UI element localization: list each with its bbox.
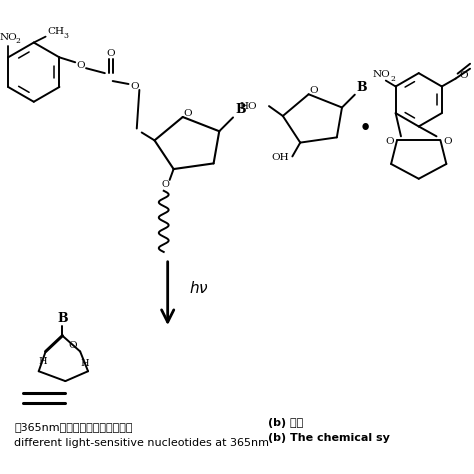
- Text: 2: 2: [390, 74, 395, 82]
- Text: O: O: [77, 61, 85, 70]
- Text: O: O: [309, 86, 318, 95]
- Text: B: B: [57, 312, 68, 326]
- Text: O: O: [130, 82, 139, 91]
- Text: 2: 2: [16, 36, 20, 45]
- Text: $h\nu$: $h\nu$: [190, 281, 209, 297]
- Text: B: B: [356, 81, 367, 94]
- Text: different light-sensitive nucleotides at 365nm: different light-sensitive nucleotides at…: [14, 438, 269, 448]
- Text: O: O: [162, 180, 170, 189]
- Text: 在365nm光照下发生的光化学反应: 在365nm光照下发生的光化学反应: [14, 422, 133, 432]
- Text: O: O: [386, 137, 394, 146]
- Text: O: O: [107, 49, 115, 58]
- Text: NO: NO: [373, 70, 391, 79]
- Text: (b) 一种: (b) 一种: [268, 418, 303, 428]
- Text: CH: CH: [47, 27, 64, 36]
- Text: H: H: [81, 359, 90, 368]
- Text: H: H: [38, 357, 47, 366]
- Text: O: O: [183, 109, 192, 118]
- Text: •: •: [359, 118, 372, 140]
- Text: B: B: [236, 103, 246, 116]
- Text: (b) The chemical sy: (b) The chemical sy: [268, 433, 390, 443]
- Text: NO: NO: [0, 33, 17, 42]
- Text: HO: HO: [239, 101, 257, 110]
- Text: 3: 3: [64, 32, 69, 40]
- Text: O: O: [459, 71, 468, 80]
- Text: OH: OH: [272, 153, 289, 162]
- Text: O: O: [443, 137, 452, 146]
- Text: O: O: [68, 341, 77, 350]
